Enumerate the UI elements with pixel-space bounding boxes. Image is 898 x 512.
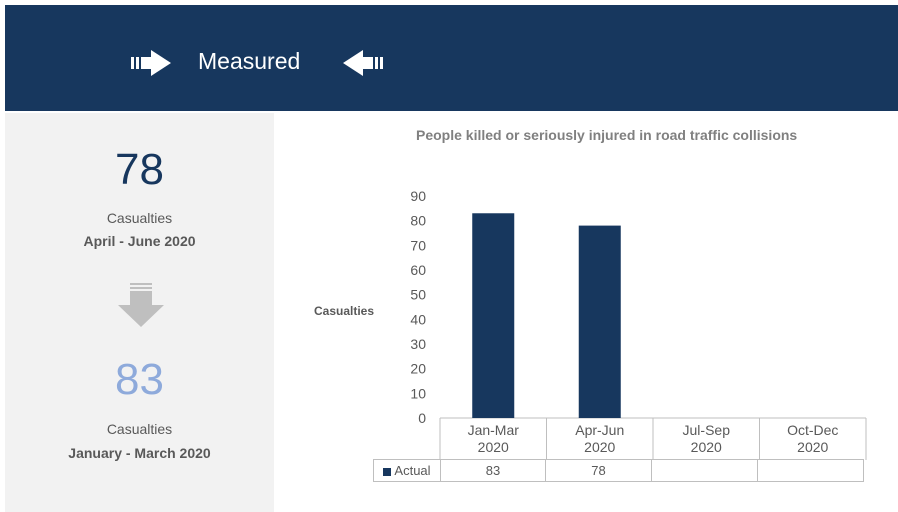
x-tick-label: 2020 (478, 439, 509, 455)
x-tick-label: Apr-Jun (575, 422, 624, 438)
y-tick-label: 50 (410, 287, 426, 303)
data-table-legend-cell: Actual (373, 459, 441, 482)
y-tick-label: 80 (410, 213, 426, 229)
summary-panel: 78 Casualties April - June 2020 83 Casua… (5, 113, 274, 512)
data-table-row: Actual 83 78 (373, 459, 864, 482)
data-table-cell (651, 459, 758, 482)
y-tick-label: 20 (410, 361, 426, 377)
y-tick-label: 0 (418, 410, 426, 426)
x-tick-label: 2020 (584, 439, 615, 455)
y-tick-label: 10 (410, 385, 426, 401)
data-table-cell (757, 459, 864, 482)
arrow-left-icon (343, 50, 383, 76)
current-casualties-label: Casualties (106, 210, 173, 226)
current-casualties-value: 78 (115, 145, 164, 194)
y-axis-title: Casualties (314, 304, 375, 318)
bar (472, 213, 515, 418)
previous-casualties-value: 83 (115, 355, 164, 404)
arrow-down-icon (118, 283, 164, 327)
x-tick-label: Oct-Dec (787, 422, 838, 438)
x-tick-label: Jul-Sep (683, 422, 731, 438)
data-table-cell: 83 (440, 459, 546, 482)
data-table-cell: 78 (545, 459, 652, 482)
x-tick-label: 2020 (797, 439, 828, 455)
x-tick-label: Jan-Mar (468, 422, 520, 438)
y-tick-label: 40 (410, 311, 426, 327)
x-tick-label: 2020 (691, 439, 722, 455)
current-period: April - June 2020 (83, 233, 196, 249)
bar (578, 225, 621, 418)
legend-swatch (383, 467, 392, 476)
y-tick-label: 30 (410, 336, 426, 352)
previous-period: January - March 2020 (68, 445, 211, 461)
y-tick-label: 70 (410, 237, 426, 253)
y-tick-label: 60 (410, 262, 426, 278)
header-title: Measured (198, 48, 301, 74)
legend-series-name: Actual (394, 463, 431, 478)
header-banner: Measured (5, 5, 898, 111)
data-table: Actual 83 78 (373, 459, 864, 482)
arrow-right-icon (131, 50, 171, 76)
chart-title: People killed or seriously injured in ro… (416, 127, 798, 143)
y-tick-label: 90 (410, 188, 426, 204)
previous-casualties-label: Casualties (106, 421, 173, 437)
